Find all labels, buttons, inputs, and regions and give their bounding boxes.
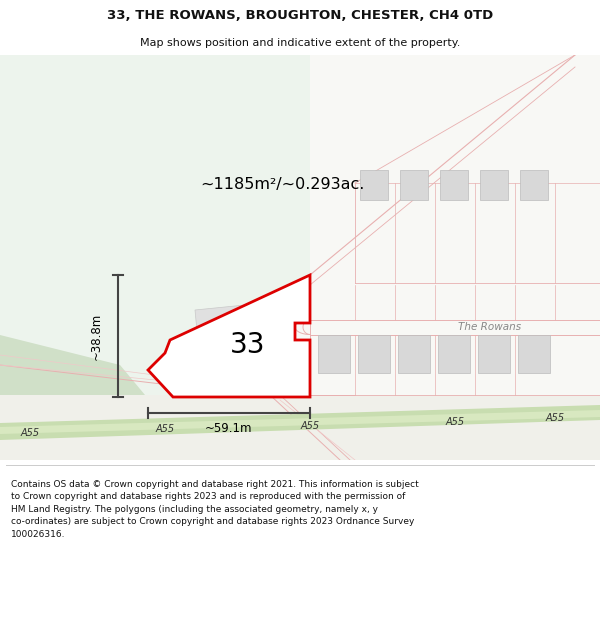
Bar bbox=[360, 170, 388, 200]
Polygon shape bbox=[200, 55, 600, 460]
Text: ~1185m²/~0.293ac.: ~1185m²/~0.293ac. bbox=[200, 177, 364, 192]
Polygon shape bbox=[148, 275, 310, 397]
Bar bbox=[480, 170, 508, 200]
Bar bbox=[318, 335, 350, 373]
Polygon shape bbox=[0, 410, 600, 434]
Text: ~59.1m: ~59.1m bbox=[205, 422, 253, 436]
Text: The Rowans: The Rowans bbox=[458, 322, 521, 332]
Bar bbox=[520, 170, 548, 200]
Text: A55: A55 bbox=[445, 417, 464, 427]
Bar bbox=[478, 335, 510, 373]
Bar bbox=[440, 170, 468, 200]
Polygon shape bbox=[195, 303, 270, 363]
Polygon shape bbox=[0, 395, 600, 460]
Text: ~38.8m: ~38.8m bbox=[89, 312, 103, 359]
Bar bbox=[400, 170, 428, 200]
Bar bbox=[438, 335, 470, 373]
Polygon shape bbox=[173, 360, 195, 380]
Text: A55: A55 bbox=[20, 428, 40, 438]
Text: A55: A55 bbox=[155, 424, 175, 434]
Bar bbox=[398, 335, 430, 373]
Text: A55: A55 bbox=[545, 413, 565, 423]
Text: Contains OS data © Crown copyright and database right 2021. This information is : Contains OS data © Crown copyright and d… bbox=[11, 480, 419, 539]
Text: 33: 33 bbox=[230, 331, 266, 359]
Bar bbox=[358, 335, 390, 373]
Text: 33, THE ROWANS, BROUGHTON, CHESTER, CH4 0TD: 33, THE ROWANS, BROUGHTON, CHESTER, CH4 … bbox=[107, 9, 493, 22]
Polygon shape bbox=[0, 335, 145, 395]
Bar bbox=[518, 335, 550, 373]
Text: Map shows position and indicative extent of the property.: Map shows position and indicative extent… bbox=[140, 38, 460, 48]
Polygon shape bbox=[0, 405, 600, 440]
Text: A55: A55 bbox=[301, 421, 320, 431]
